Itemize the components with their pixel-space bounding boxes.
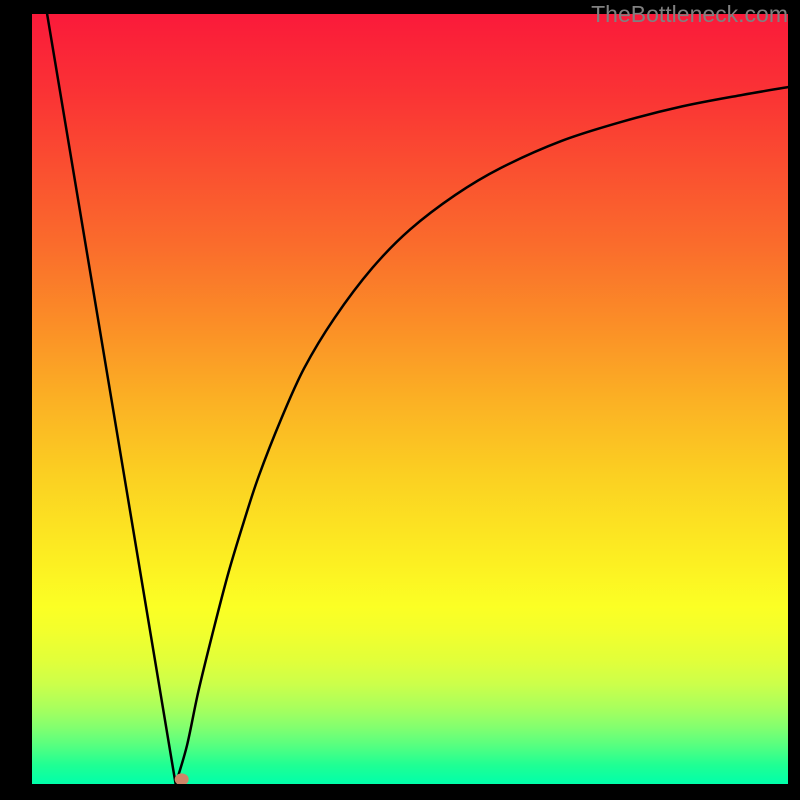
- plot-svg: [32, 14, 788, 784]
- gradient-background: [32, 14, 788, 784]
- watermark-text: TheBottleneck.com: [591, 1, 788, 28]
- chart-frame: TheBottleneck.com: [0, 0, 800, 800]
